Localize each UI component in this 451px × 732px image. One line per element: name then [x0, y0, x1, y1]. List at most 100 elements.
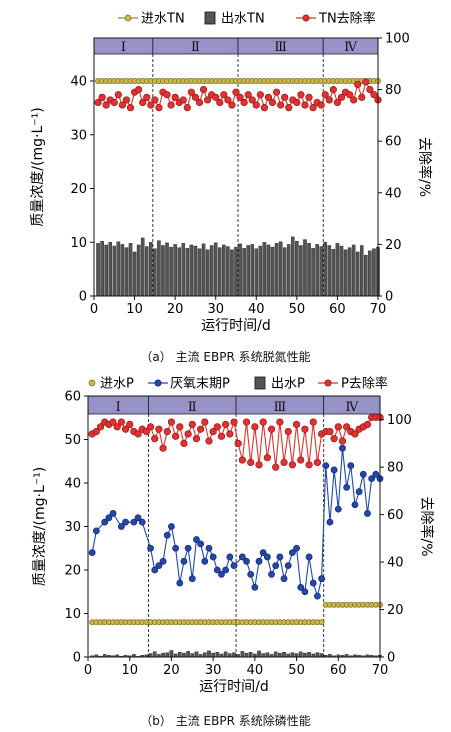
panel-a-bar-11	[136, 244, 141, 297]
panel-b-point-2-5	[109, 510, 117, 517]
panel-a-bar-20	[173, 244, 177, 297]
panel-a-point-3-67	[362, 78, 370, 86]
panel-b-phase-label-2: Ⅱ	[188, 400, 197, 415]
panel-a-point-3-41	[256, 91, 264, 99]
panel-a-point-3-1	[94, 98, 102, 107]
panel-a-legend-label-3: TN去除率	[318, 11, 376, 27]
panel-a-point-3-37	[240, 98, 248, 107]
panel-b-point-4-47	[280, 458, 288, 467]
panel-b-x-tick-label: 10	[121, 663, 138, 678]
panel-b-point-4-22	[176, 423, 184, 431]
panel-b-point-4-52	[301, 425, 309, 433]
panel-a-bar-26	[197, 248, 202, 297]
panel-a-point-3-22	[179, 96, 187, 104]
panel-b-point-4-39	[247, 458, 255, 467]
panel-a-bar-24	[189, 244, 194, 297]
panel-a-bar-65	[355, 251, 360, 297]
panel-b-bar-30	[211, 652, 215, 658]
panel-b-point-2-22	[193, 536, 200, 543]
panel-b-point-2-24	[201, 557, 209, 565]
panel-b-point-2-4	[105, 514, 113, 522]
panel-a-bar-46	[278, 241, 283, 297]
panel-a-point-3-56	[317, 101, 325, 109]
panel-a-bar-30	[213, 242, 218, 297]
panel-a-bar-31	[217, 247, 222, 297]
panel-b-point-2-2	[92, 527, 100, 535]
panel-a-y2-tick-label: 40	[385, 186, 402, 201]
panel-b-point-2-37	[259, 549, 267, 556]
panel-a-y-tick-label: 10	[70, 236, 87, 251]
panel-b-point-2-56	[339, 444, 346, 452]
panel-a-point-3-5	[110, 98, 118, 107]
panel-b-point-4-62	[343, 423, 351, 431]
panel-b-bar-24	[186, 651, 190, 658]
panel-a-y2-tick-label: 20	[385, 238, 402, 253]
panel-b-y-tick-label: 60	[64, 390, 81, 405]
panel-a-point-3-59	[329, 85, 337, 94]
panel-a-y2-tick-label: 0	[385, 290, 393, 305]
panel-a-point-3-9	[126, 104, 135, 112]
panel-a-point-3-63	[346, 91, 354, 99]
panel-a-chart: Ⅰ Ⅱ Ⅲ Ⅳ0 10 20 30 40 50 60 70010203040020406080100…	[30, 11, 433, 335]
panel-b-point-4-2	[92, 427, 100, 436]
panel-b-y-axis-label: 质量浓度/(mg·L⁻¹)	[32, 467, 48, 586]
panel-b-point-4-45	[272, 463, 280, 471]
panel-a-point-3-6	[114, 91, 122, 99]
panel-a-bar-19	[169, 246, 173, 297]
panel-b-y2-axis-label: 去除率/%	[418, 496, 435, 556]
panel-a-bar-8	[124, 247, 129, 297]
panel-b-point-4-61	[338, 437, 347, 445]
panel-a-bar-44	[270, 246, 275, 297]
panel-a-bar-69	[372, 248, 376, 297]
panel-b-point-4-64	[351, 430, 359, 438]
panel-a-y-tick-label: 40	[70, 75, 87, 90]
panel-b-point-2-41	[276, 553, 284, 561]
panel-a-bar-67	[364, 254, 368, 297]
panel-a-bar-62	[343, 249, 348, 297]
panel-b-point-2-27	[213, 566, 221, 574]
panel-a-point-3-48	[285, 104, 293, 112]
panel-b-point-4-30	[209, 427, 217, 436]
panel-b-point-2-32	[238, 553, 246, 561]
panel-b-point-2-43	[284, 562, 292, 570]
panel-b-point-2-55	[334, 505, 342, 513]
panel-b-point-1-56	[318, 619, 325, 626]
panel-b-point-2-1	[88, 549, 96, 556]
panel-a-bar-25	[193, 245, 198, 297]
panel-b-bar-25	[190, 653, 195, 658]
panel-a-bar-34	[230, 249, 234, 297]
panel-a-bar-38	[246, 245, 250, 297]
panel-b-bar-41	[257, 650, 261, 658]
panel-a-phase-label-2: Ⅱ	[191, 40, 200, 55]
panel-a-bar-17	[161, 245, 165, 297]
panel-a-point-3-45	[272, 88, 281, 96]
panel-b-point-4-34	[226, 430, 234, 438]
panel-b-point-4-17	[155, 425, 163, 433]
panel-b-x-tick-label: 70	[372, 663, 389, 678]
panel-b-y2-tick-label: 0	[387, 651, 395, 666]
panel-a-x-tick-label: 40	[248, 302, 265, 317]
panel-a-phase-label-1: Ⅰ	[121, 40, 126, 55]
panel-b-bar-35	[232, 652, 236, 658]
panel-a-bar-14	[149, 242, 153, 297]
panel-a-point-3-51	[297, 91, 305, 99]
panel-b-point-4-25	[188, 420, 196, 429]
panel-a-point-3-34	[228, 101, 236, 109]
panel-a-bar-53	[307, 243, 311, 297]
panel-b-point-2-45	[293, 544, 300, 552]
panel-b-point-2-52	[322, 462, 330, 469]
panel-a-point-3-23	[183, 104, 191, 112]
panel-b-y2-tick-label: 80	[387, 461, 404, 476]
panel-b-point-2-9	[134, 514, 142, 522]
panel-a-point-3-36	[236, 93, 244, 101]
panel-a-y2-tick-label: 80	[385, 83, 402, 98]
panel-a-bar-54	[311, 247, 315, 297]
panel-b-bar-33	[223, 651, 228, 658]
panel-b-point-4-44	[267, 425, 276, 433]
panel-b-point-4-54	[309, 418, 317, 426]
panel-b-bar-55	[315, 652, 320, 658]
panel-b-point-2-39	[268, 570, 275, 578]
caption-panel-b: （b） 主流 EBPR 系统除磷性能	[140, 714, 311, 728]
panel-b-point-2-11	[147, 544, 154, 552]
panel-b-bar-52	[303, 652, 307, 658]
